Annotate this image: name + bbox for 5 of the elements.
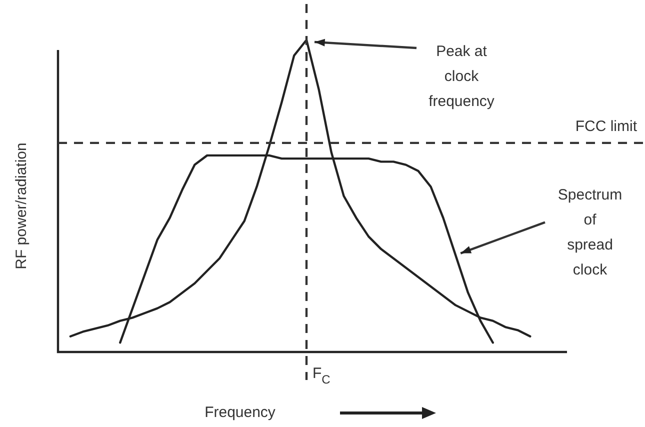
ref-line-label: FCC limit bbox=[575, 118, 638, 136]
y-axis-title: RF power/radiation bbox=[13, 142, 30, 270]
annotation: Peak at clock frequency bbox=[428, 43, 495, 110]
x-axis-title: Frequency bbox=[204, 404, 276, 422]
annotation: Spectrum of spread clock bbox=[558, 186, 622, 278]
